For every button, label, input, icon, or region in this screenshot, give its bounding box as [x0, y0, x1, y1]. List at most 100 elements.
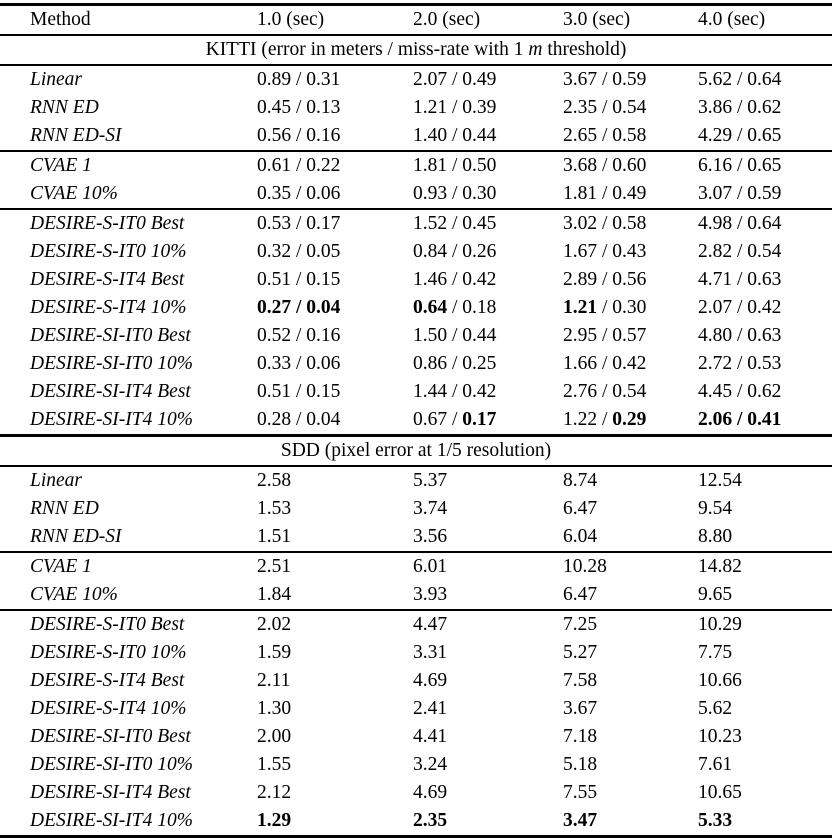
text-segment: 7.18: [563, 726, 598, 747]
method-cell: DESIRE-SI-IT4 10%: [30, 810, 193, 831]
text-segment: 1.55: [257, 754, 292, 775]
text-segment: 4.71 / 0.63: [698, 269, 782, 290]
text-segment: 2.41: [413, 698, 448, 719]
value-cell: 7.75: [698, 639, 832, 667]
text-segment: 1.51: [257, 526, 292, 547]
table-row: CVAE 1 2.51 6.01 10.28 14.82: [0, 552, 832, 581]
text-segment: 2.82 / 0.54: [698, 241, 782, 262]
column-header-2sec: 2.0 (sec): [413, 9, 481, 30]
value-cell: 6.01: [413, 552, 563, 581]
value-cell: 5.62: [698, 695, 832, 723]
table-row: DESIRE-S-IT0 10% 0.32 / 0.05 0.84 / 0.26 1.…: [0, 238, 832, 266]
value-cell: 7.55: [563, 779, 698, 807]
text-segment: 4.41: [413, 726, 448, 747]
text-segment: 2.65 / 0.58: [563, 125, 647, 146]
value-cell: 0.45 / 0.13: [257, 94, 413, 122]
text-segment: 5.33: [698, 810, 733, 831]
method-cell: RNN ED: [30, 498, 99, 519]
value-cell: 2.95 / 0.57: [563, 322, 698, 350]
method-cell: CVAE 1: [30, 556, 92, 577]
value-cell: 4.98 / 0.64: [698, 209, 832, 238]
text-segment: 1.81 / 0.50: [413, 155, 497, 176]
text-segment: 1.30: [257, 698, 292, 719]
section-header-row-sdd: SDD (pixel error at 1/5 resolution): [0, 435, 832, 467]
table-row: CVAE 10% 1.84 3.93 6.47 9.65: [0, 581, 832, 610]
text-segment: 3.67 / 0.59: [563, 69, 647, 90]
text-segment: 10.23: [698, 726, 742, 747]
text-segment: 2.07 / 0.49: [413, 69, 497, 90]
value-cell: 4.45 / 0.62: [698, 378, 832, 406]
method-cell: DESIRE-S-IT4 Best: [30, 269, 185, 290]
method-cell: RNN ED: [30, 97, 99, 118]
value-cell: 10.65: [698, 779, 832, 807]
columns-header-row: Method 1.0 (sec) 2.0 (sec) 3.0 (sec) 4.0…: [0, 5, 832, 36]
section-header-kitti: KITTI (error in meters / miss-rate with …: [0, 35, 832, 65]
text-segment: 3.74: [413, 498, 448, 519]
text-segment: 2.95 / 0.57: [563, 325, 647, 346]
text-segment: 8.80: [698, 526, 733, 547]
value-cell: 8.80: [698, 523, 832, 552]
method-cell: RNN ED-SI: [30, 526, 122, 547]
table-row: DESIRE-S-IT4 10% 0.27 / 0.04 0.64 / 0.18 1.…: [0, 294, 832, 322]
text-segment: 0.51 / 0.15: [257, 269, 341, 290]
value-cell: 1.55: [257, 751, 413, 779]
value-cell: 2.41: [413, 695, 563, 723]
text-segment: 2.76 / 0.54: [563, 381, 647, 402]
text-segment: 9.65: [698, 584, 733, 605]
value-cell: 3.74: [413, 495, 563, 523]
value-cell: 1.29: [257, 807, 413, 837]
method-cell: CVAE 10%: [30, 183, 118, 204]
text-segment: 1.21 / 0.39: [413, 97, 497, 118]
column-header-3sec: 3.0 (sec): [563, 9, 631, 30]
value-cell: 4.29 / 0.65: [698, 122, 832, 151]
value-cell: 4.69: [413, 779, 563, 807]
text-segment: 1.52 / 0.45: [413, 213, 497, 234]
text-segment: 9.54: [698, 498, 733, 519]
text-segment: 7.25: [563, 614, 598, 635]
text-segment: 3.31: [413, 642, 448, 663]
value-cell: 1.66 / 0.42: [563, 350, 698, 378]
value-cell: 1.21 / 0.39: [413, 94, 563, 122]
table-body: Method 1.0 (sec) 2.0 (sec) 3.0 (sec) 4.0…: [0, 5, 832, 838]
value-cell: 0.84 / 0.26: [413, 238, 563, 266]
text-segment: / 0.18: [447, 297, 497, 318]
value-cell: 2.89 / 0.56: [563, 266, 698, 294]
value-cell: 0.56 / 0.16: [257, 122, 413, 151]
value-cell: 6.04: [563, 523, 698, 552]
text-segment: 2.89 / 0.56: [563, 269, 647, 290]
table-row: DESIRE-S-IT4 Best 2.11 4.69 7.58 10.66: [0, 667, 832, 695]
value-cell: 3.93: [413, 581, 563, 610]
value-cell: 6.16 / 0.65: [698, 151, 832, 180]
value-cell: 8.74: [563, 466, 698, 495]
text-segment: 1.50 / 0.44: [413, 325, 497, 346]
value-cell: 2.76 / 0.54: [563, 378, 698, 406]
text-segment: 2.07 / 0.42: [698, 297, 782, 318]
value-cell: 1.51: [257, 523, 413, 552]
value-cell: 6.47: [563, 581, 698, 610]
value-cell: 2.12: [257, 779, 413, 807]
value-cell: 0.86 / 0.25: [413, 350, 563, 378]
text-segment: 2.51: [257, 556, 292, 577]
value-cell: 0.51 / 0.15: [257, 266, 413, 294]
table-row: CVAE 10% 0.35 / 0.06 0.93 / 0.30 1.81 / 0.4…: [0, 180, 832, 209]
text-segment: 2.35 / 0.54: [563, 97, 647, 118]
value-cell: 2.51: [257, 552, 413, 581]
text-segment: 1.29: [257, 810, 292, 831]
text-segment: 5.37: [413, 470, 448, 491]
text-segment: 3.24: [413, 754, 448, 775]
value-cell: 1.22 / 0.29: [563, 406, 698, 436]
value-cell: 1.59: [257, 639, 413, 667]
text-segment: KITTI (error in meters / miss-rate with …: [205, 39, 529, 60]
method-cell: DESIRE-S-IT0 Best: [30, 614, 185, 635]
text-segment: 0.32 / 0.05: [257, 241, 341, 262]
table-row: DESIRE-SI-IT4 10% 1.29 2.35 3.47 5.33: [0, 807, 832, 837]
method-cell: DESIRE-SI-IT0 Best: [30, 325, 191, 346]
text-segment: 2.72 / 0.53: [698, 353, 782, 374]
text-segment: 7.61: [698, 754, 733, 775]
value-cell: 1.30: [257, 695, 413, 723]
value-cell: 3.31: [413, 639, 563, 667]
value-cell: 0.51 / 0.15: [257, 378, 413, 406]
method-cell: DESIRE-S-IT4 10%: [30, 698, 187, 719]
text-segment: 0.61 / 0.22: [257, 155, 341, 176]
text-segment: 6.47: [563, 584, 598, 605]
